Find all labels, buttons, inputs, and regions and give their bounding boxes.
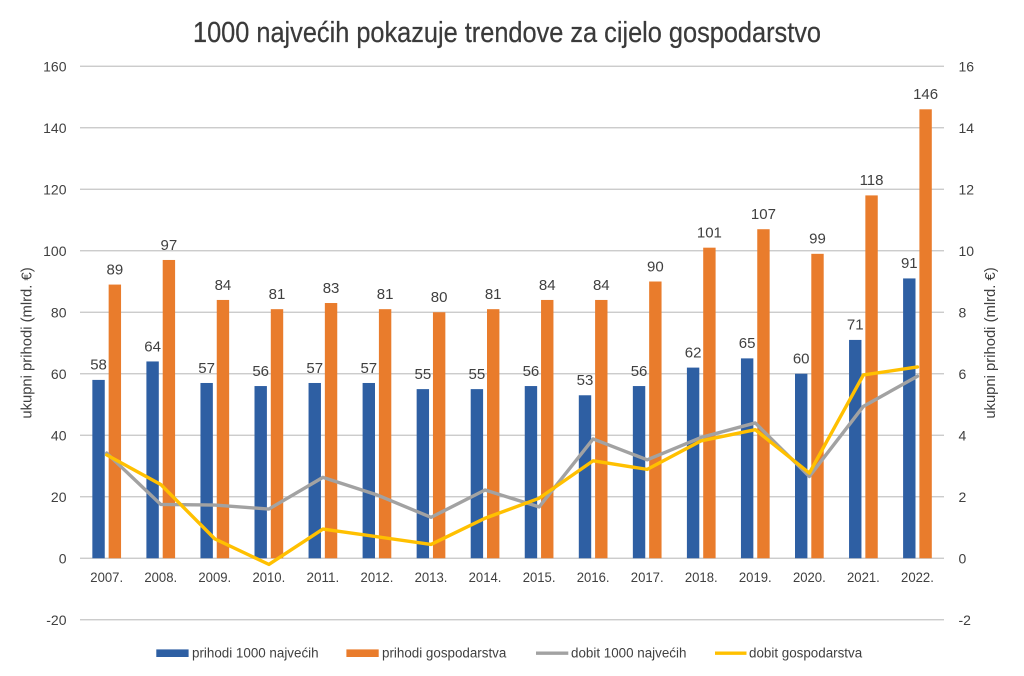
svg-text:2010.: 2010. [252, 569, 285, 585]
svg-text:80: 80 [51, 304, 67, 320]
svg-text:146: 146 [913, 86, 938, 103]
svg-text:91: 91 [901, 255, 918, 272]
svg-text:2017.: 2017. [631, 569, 664, 585]
svg-text:1000 najvećih pokazuje trendov: 1000 najvećih pokazuje trendove za cijel… [193, 17, 821, 49]
svg-text:65: 65 [739, 335, 756, 352]
svg-text:2022.: 2022. [901, 569, 934, 585]
svg-text:84: 84 [593, 277, 610, 294]
svg-text:140: 140 [43, 120, 67, 136]
svg-text:97: 97 [161, 237, 178, 254]
svg-text:2021.: 2021. [847, 569, 880, 585]
svg-text:4: 4 [959, 427, 967, 443]
svg-text:8: 8 [959, 304, 967, 320]
svg-text:2015.: 2015. [523, 569, 556, 585]
svg-text:12: 12 [959, 181, 975, 197]
svg-text:118: 118 [860, 172, 884, 189]
svg-text:2011.: 2011. [307, 569, 340, 585]
svg-text:56: 56 [523, 363, 540, 380]
svg-text:57: 57 [198, 360, 215, 377]
svg-text:2007.: 2007. [90, 569, 123, 585]
svg-text:40: 40 [51, 427, 67, 443]
svg-text:10: 10 [959, 243, 975, 259]
svg-text:80: 80 [431, 289, 448, 306]
svg-text:57: 57 [360, 360, 377, 377]
svg-text:-2: -2 [959, 612, 972, 628]
svg-text:81: 81 [485, 286, 502, 303]
svg-text:56: 56 [252, 363, 269, 380]
svg-text:2: 2 [959, 489, 967, 505]
svg-text:81: 81 [269, 286, 286, 303]
svg-text:58: 58 [90, 357, 107, 374]
svg-text:71: 71 [847, 317, 864, 334]
svg-text:64: 64 [144, 338, 161, 355]
svg-text:2008.: 2008. [144, 569, 177, 585]
svg-text:20: 20 [51, 489, 67, 505]
svg-text:89: 89 [107, 261, 124, 278]
svg-text:101: 101 [697, 224, 722, 241]
svg-text:-20: -20 [46, 612, 66, 628]
svg-text:2013.: 2013. [415, 569, 448, 585]
svg-text:dobit gospodarstva: dobit gospodarstva [749, 646, 863, 661]
svg-text:84: 84 [215, 277, 232, 294]
svg-text:90: 90 [647, 258, 664, 275]
svg-text:56: 56 [631, 363, 648, 380]
svg-text:ukupni prihodi (mlrd. €): ukupni prihodi (mlrd. €) [20, 267, 36, 418]
svg-text:55: 55 [469, 366, 486, 383]
svg-text:107: 107 [751, 206, 776, 223]
svg-text:100: 100 [43, 243, 67, 259]
svg-text:0: 0 [959, 550, 967, 566]
svg-text:84: 84 [539, 277, 556, 294]
svg-text:2020.: 2020. [793, 569, 826, 585]
svg-text:14: 14 [959, 120, 975, 136]
svg-text:81: 81 [377, 286, 394, 303]
svg-text:2019.: 2019. [739, 569, 772, 585]
svg-text:0: 0 [59, 550, 67, 566]
svg-text:6: 6 [959, 366, 967, 382]
svg-text:160: 160 [43, 58, 67, 74]
svg-text:2009.: 2009. [198, 569, 231, 585]
svg-text:2014.: 2014. [469, 569, 502, 585]
svg-text:99: 99 [809, 231, 826, 248]
svg-text:60: 60 [793, 351, 810, 368]
svg-text:55: 55 [415, 366, 432, 383]
svg-text:ukupni prihodi (mlrd. €): ukupni prihodi (mlrd. €) [983, 267, 999, 418]
svg-text:83: 83 [323, 280, 340, 297]
svg-text:57: 57 [306, 360, 323, 377]
svg-text:53: 53 [577, 372, 594, 389]
svg-text:2012.: 2012. [361, 569, 394, 585]
svg-text:2018.: 2018. [685, 569, 718, 585]
svg-text:62: 62 [685, 344, 702, 361]
svg-text:16: 16 [959, 58, 975, 74]
svg-text:2016.: 2016. [577, 569, 610, 585]
svg-text:120: 120 [43, 181, 67, 197]
svg-text:prihodi gospodarstva: prihodi gospodarstva [382, 646, 507, 661]
svg-text:dobit 1000 najvećih: dobit 1000 najvećih [571, 646, 686, 661]
svg-text:prihodi 1000 najvećih: prihodi 1000 najvećih [192, 646, 319, 661]
svg-text:60: 60 [51, 366, 67, 382]
